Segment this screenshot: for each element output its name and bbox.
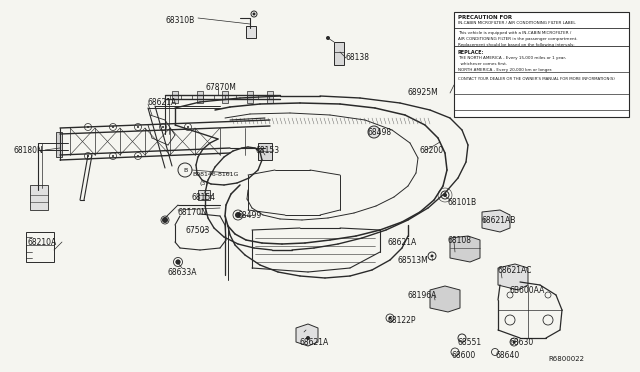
Text: AIR CONDITIONING FILTER in the passenger compartment.: AIR CONDITIONING FILTER in the passenger… bbox=[458, 37, 577, 41]
Text: 68499: 68499 bbox=[238, 211, 262, 220]
Circle shape bbox=[175, 260, 180, 264]
Text: 68138: 68138 bbox=[345, 53, 369, 62]
Polygon shape bbox=[334, 42, 344, 65]
Polygon shape bbox=[56, 132, 62, 157]
Circle shape bbox=[112, 155, 114, 157]
Polygon shape bbox=[198, 190, 210, 200]
Circle shape bbox=[326, 36, 330, 40]
Text: 68621A: 68621A bbox=[388, 238, 417, 247]
Polygon shape bbox=[267, 91, 273, 103]
Text: 68633A: 68633A bbox=[168, 268, 198, 277]
Text: 68630: 68630 bbox=[510, 338, 534, 347]
Polygon shape bbox=[498, 264, 528, 290]
Text: 68180N: 68180N bbox=[14, 146, 44, 155]
Bar bbox=[454, 12, 629, 117]
Circle shape bbox=[372, 131, 376, 134]
Text: 68200: 68200 bbox=[420, 146, 444, 155]
Text: 68640: 68640 bbox=[495, 351, 519, 360]
Polygon shape bbox=[430, 286, 460, 312]
Text: B: B bbox=[183, 167, 187, 173]
Text: 68551: 68551 bbox=[458, 338, 482, 347]
Circle shape bbox=[235, 212, 241, 218]
Text: PRECAUTION FOR: PRECAUTION FOR bbox=[458, 15, 512, 20]
Circle shape bbox=[137, 126, 139, 128]
Text: 68925M: 68925M bbox=[407, 88, 438, 97]
Circle shape bbox=[112, 126, 114, 128]
Text: NORTH AMERICA - Every 20,000 km or longer.: NORTH AMERICA - Every 20,000 km or longe… bbox=[458, 68, 552, 72]
Text: 68621A: 68621A bbox=[300, 338, 329, 347]
Text: R6800022: R6800022 bbox=[548, 356, 584, 362]
Text: 68153: 68153 bbox=[256, 146, 280, 155]
Text: 68621AC: 68621AC bbox=[497, 266, 531, 275]
Text: 68154: 68154 bbox=[192, 193, 216, 202]
Text: 68122P: 68122P bbox=[388, 316, 417, 325]
Circle shape bbox=[443, 193, 447, 197]
Text: B08146-8161G: B08146-8161G bbox=[192, 172, 238, 177]
Text: 68621A: 68621A bbox=[148, 98, 177, 107]
Text: 68101B: 68101B bbox=[448, 198, 477, 207]
Polygon shape bbox=[246, 26, 256, 38]
Circle shape bbox=[513, 340, 515, 343]
Text: 68498: 68498 bbox=[368, 128, 392, 137]
Polygon shape bbox=[296, 324, 318, 346]
Text: THE NORTH AMERICA - Every 15,000 miles or 1 year,: THE NORTH AMERICA - Every 15,000 miles o… bbox=[458, 56, 566, 60]
Text: 67503: 67503 bbox=[186, 226, 211, 235]
Text: 67870M: 67870M bbox=[205, 83, 236, 92]
Polygon shape bbox=[222, 91, 228, 103]
Text: IN-CABIN MICROFILTER / AIR CONDITIONING FILTER LABEL: IN-CABIN MICROFILTER / AIR CONDITIONING … bbox=[458, 21, 575, 25]
Circle shape bbox=[388, 317, 392, 320]
Text: Replacement should be based on the following intervals:: Replacement should be based on the follo… bbox=[458, 43, 575, 47]
Circle shape bbox=[368, 126, 380, 138]
Circle shape bbox=[162, 126, 164, 128]
Text: 68196A: 68196A bbox=[408, 291, 437, 300]
Circle shape bbox=[162, 217, 168, 223]
Circle shape bbox=[306, 336, 310, 340]
Polygon shape bbox=[258, 143, 272, 160]
Circle shape bbox=[253, 13, 255, 16]
Circle shape bbox=[137, 155, 139, 157]
Text: 68210A: 68210A bbox=[28, 238, 57, 247]
Text: This vehicle is equipped with a IN-CABIN MICROFILTER /: This vehicle is equipped with a IN-CABIN… bbox=[458, 31, 572, 35]
Polygon shape bbox=[172, 91, 178, 103]
Circle shape bbox=[187, 126, 189, 128]
Polygon shape bbox=[482, 210, 510, 232]
Text: whichever comes first.: whichever comes first. bbox=[458, 62, 507, 66]
Text: REPLACE:: REPLACE: bbox=[458, 50, 484, 55]
Circle shape bbox=[87, 126, 89, 128]
Text: 68108: 68108 bbox=[448, 236, 472, 245]
Polygon shape bbox=[30, 185, 48, 210]
Text: 68170N: 68170N bbox=[178, 208, 208, 217]
Text: (3): (3) bbox=[200, 181, 209, 186]
Text: 68621AB: 68621AB bbox=[482, 216, 516, 225]
Text: 68600: 68600 bbox=[452, 351, 476, 360]
Text: 68513M: 68513M bbox=[398, 256, 429, 265]
Polygon shape bbox=[197, 91, 203, 103]
Circle shape bbox=[87, 155, 89, 157]
Text: CONTACT YOUR DEALER OR THE OWNER'S MANUAL FOR MORE INFORMATION(S): CONTACT YOUR DEALER OR THE OWNER'S MANUA… bbox=[458, 77, 615, 81]
Polygon shape bbox=[450, 236, 480, 262]
Polygon shape bbox=[247, 91, 253, 103]
Text: 6B600AA: 6B600AA bbox=[510, 286, 545, 295]
Circle shape bbox=[431, 254, 433, 257]
Text: 68310B: 68310B bbox=[166, 16, 195, 25]
